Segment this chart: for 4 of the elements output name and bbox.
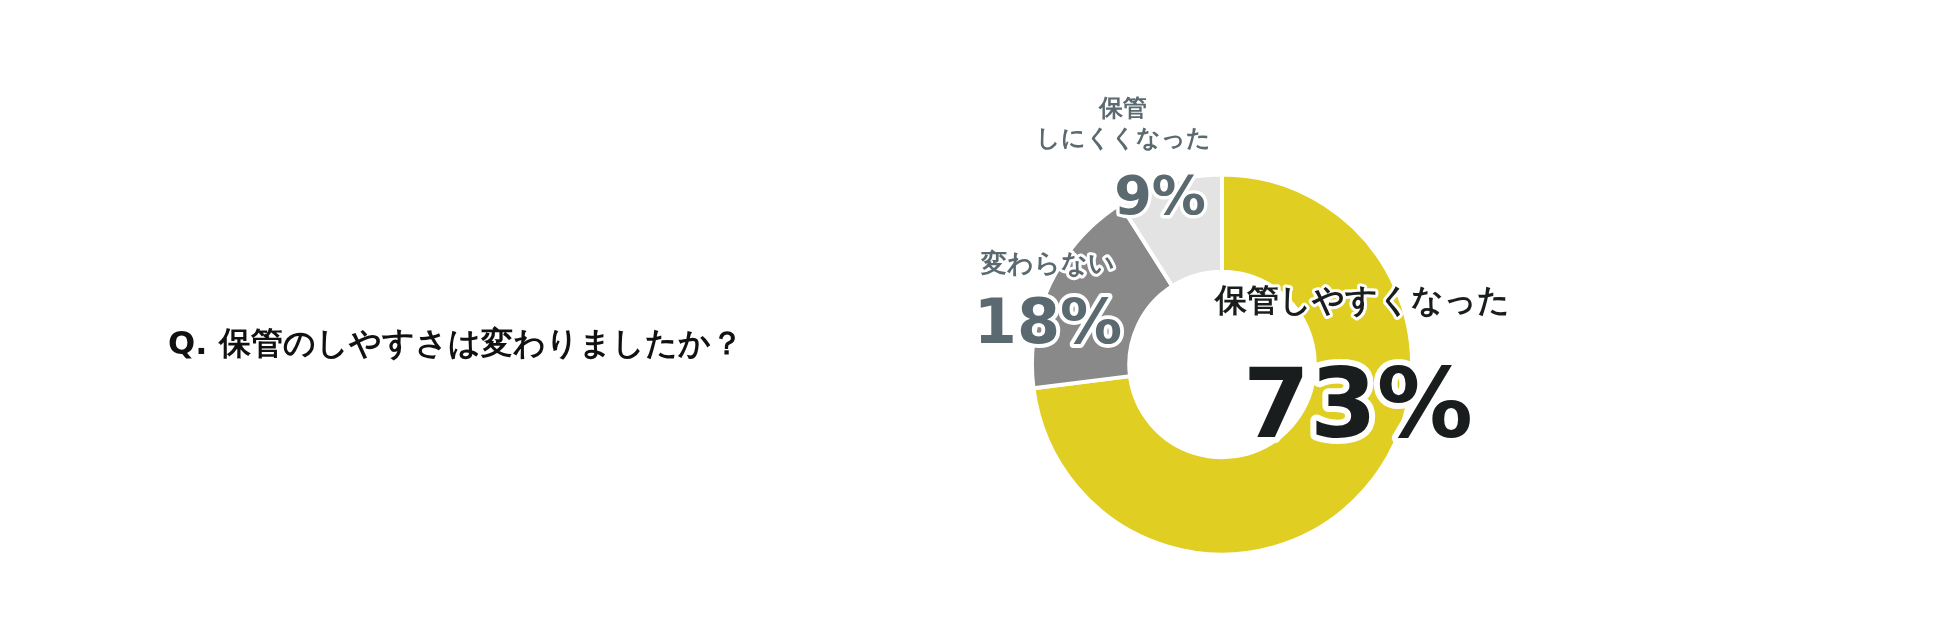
text: Q. 保管のしやすさは変わりましたか？ — [168, 323, 743, 364]
data-label: 9% — [1114, 163, 1206, 227]
slice-label: 変わらない — [980, 248, 1115, 279]
slice-label: 保管しにくくなった — [1035, 93, 1211, 152]
